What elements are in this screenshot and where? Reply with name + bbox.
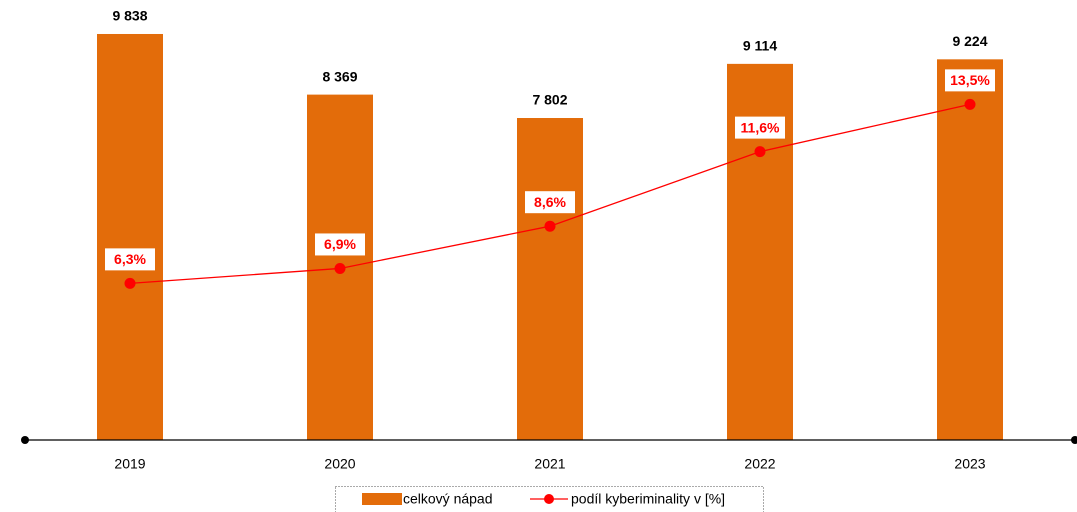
x-tick-label: 2023 [954,456,985,472]
legend-swatch [362,493,402,505]
line-value-label: 13,5% [950,72,990,88]
line-point [964,98,976,110]
bar-value-label: 7 802 [532,92,567,108]
line-point [124,277,136,289]
legend-label: podíl kyberiminality v [%] [571,491,725,507]
label-box [315,233,365,256]
line-value-label: 8,6% [534,194,566,210]
line-point [544,220,556,232]
label-box [525,191,575,214]
bar-value-label: 8 369 [322,68,357,84]
legend-box [335,486,764,512]
label-box [735,116,785,139]
bar-value-label: 9 224 [952,33,987,49]
line-value-label: 6,9% [324,236,356,252]
axis-end [1071,436,1077,444]
x-tick-label: 2021 [534,456,565,472]
bar [937,59,1003,440]
line-value-label: 11,6% [741,119,780,135]
x-tick-label: 2019 [114,456,145,472]
legend-swatch [544,494,554,504]
axis-end [21,436,29,444]
label-box [105,248,155,271]
bar [97,33,163,440]
bar-value-label: 9 838 [112,8,147,24]
bar-value-label: 9 114 [743,38,777,54]
x-tick-label: 2022 [744,456,775,472]
line-value-label: 6,3% [114,251,146,267]
x-tick-label: 2020 [324,456,355,472]
legend-label: celkový nápad [403,491,493,507]
bar [517,118,583,440]
label-box [945,69,995,92]
line-point [754,146,766,158]
line-point [334,262,346,274]
